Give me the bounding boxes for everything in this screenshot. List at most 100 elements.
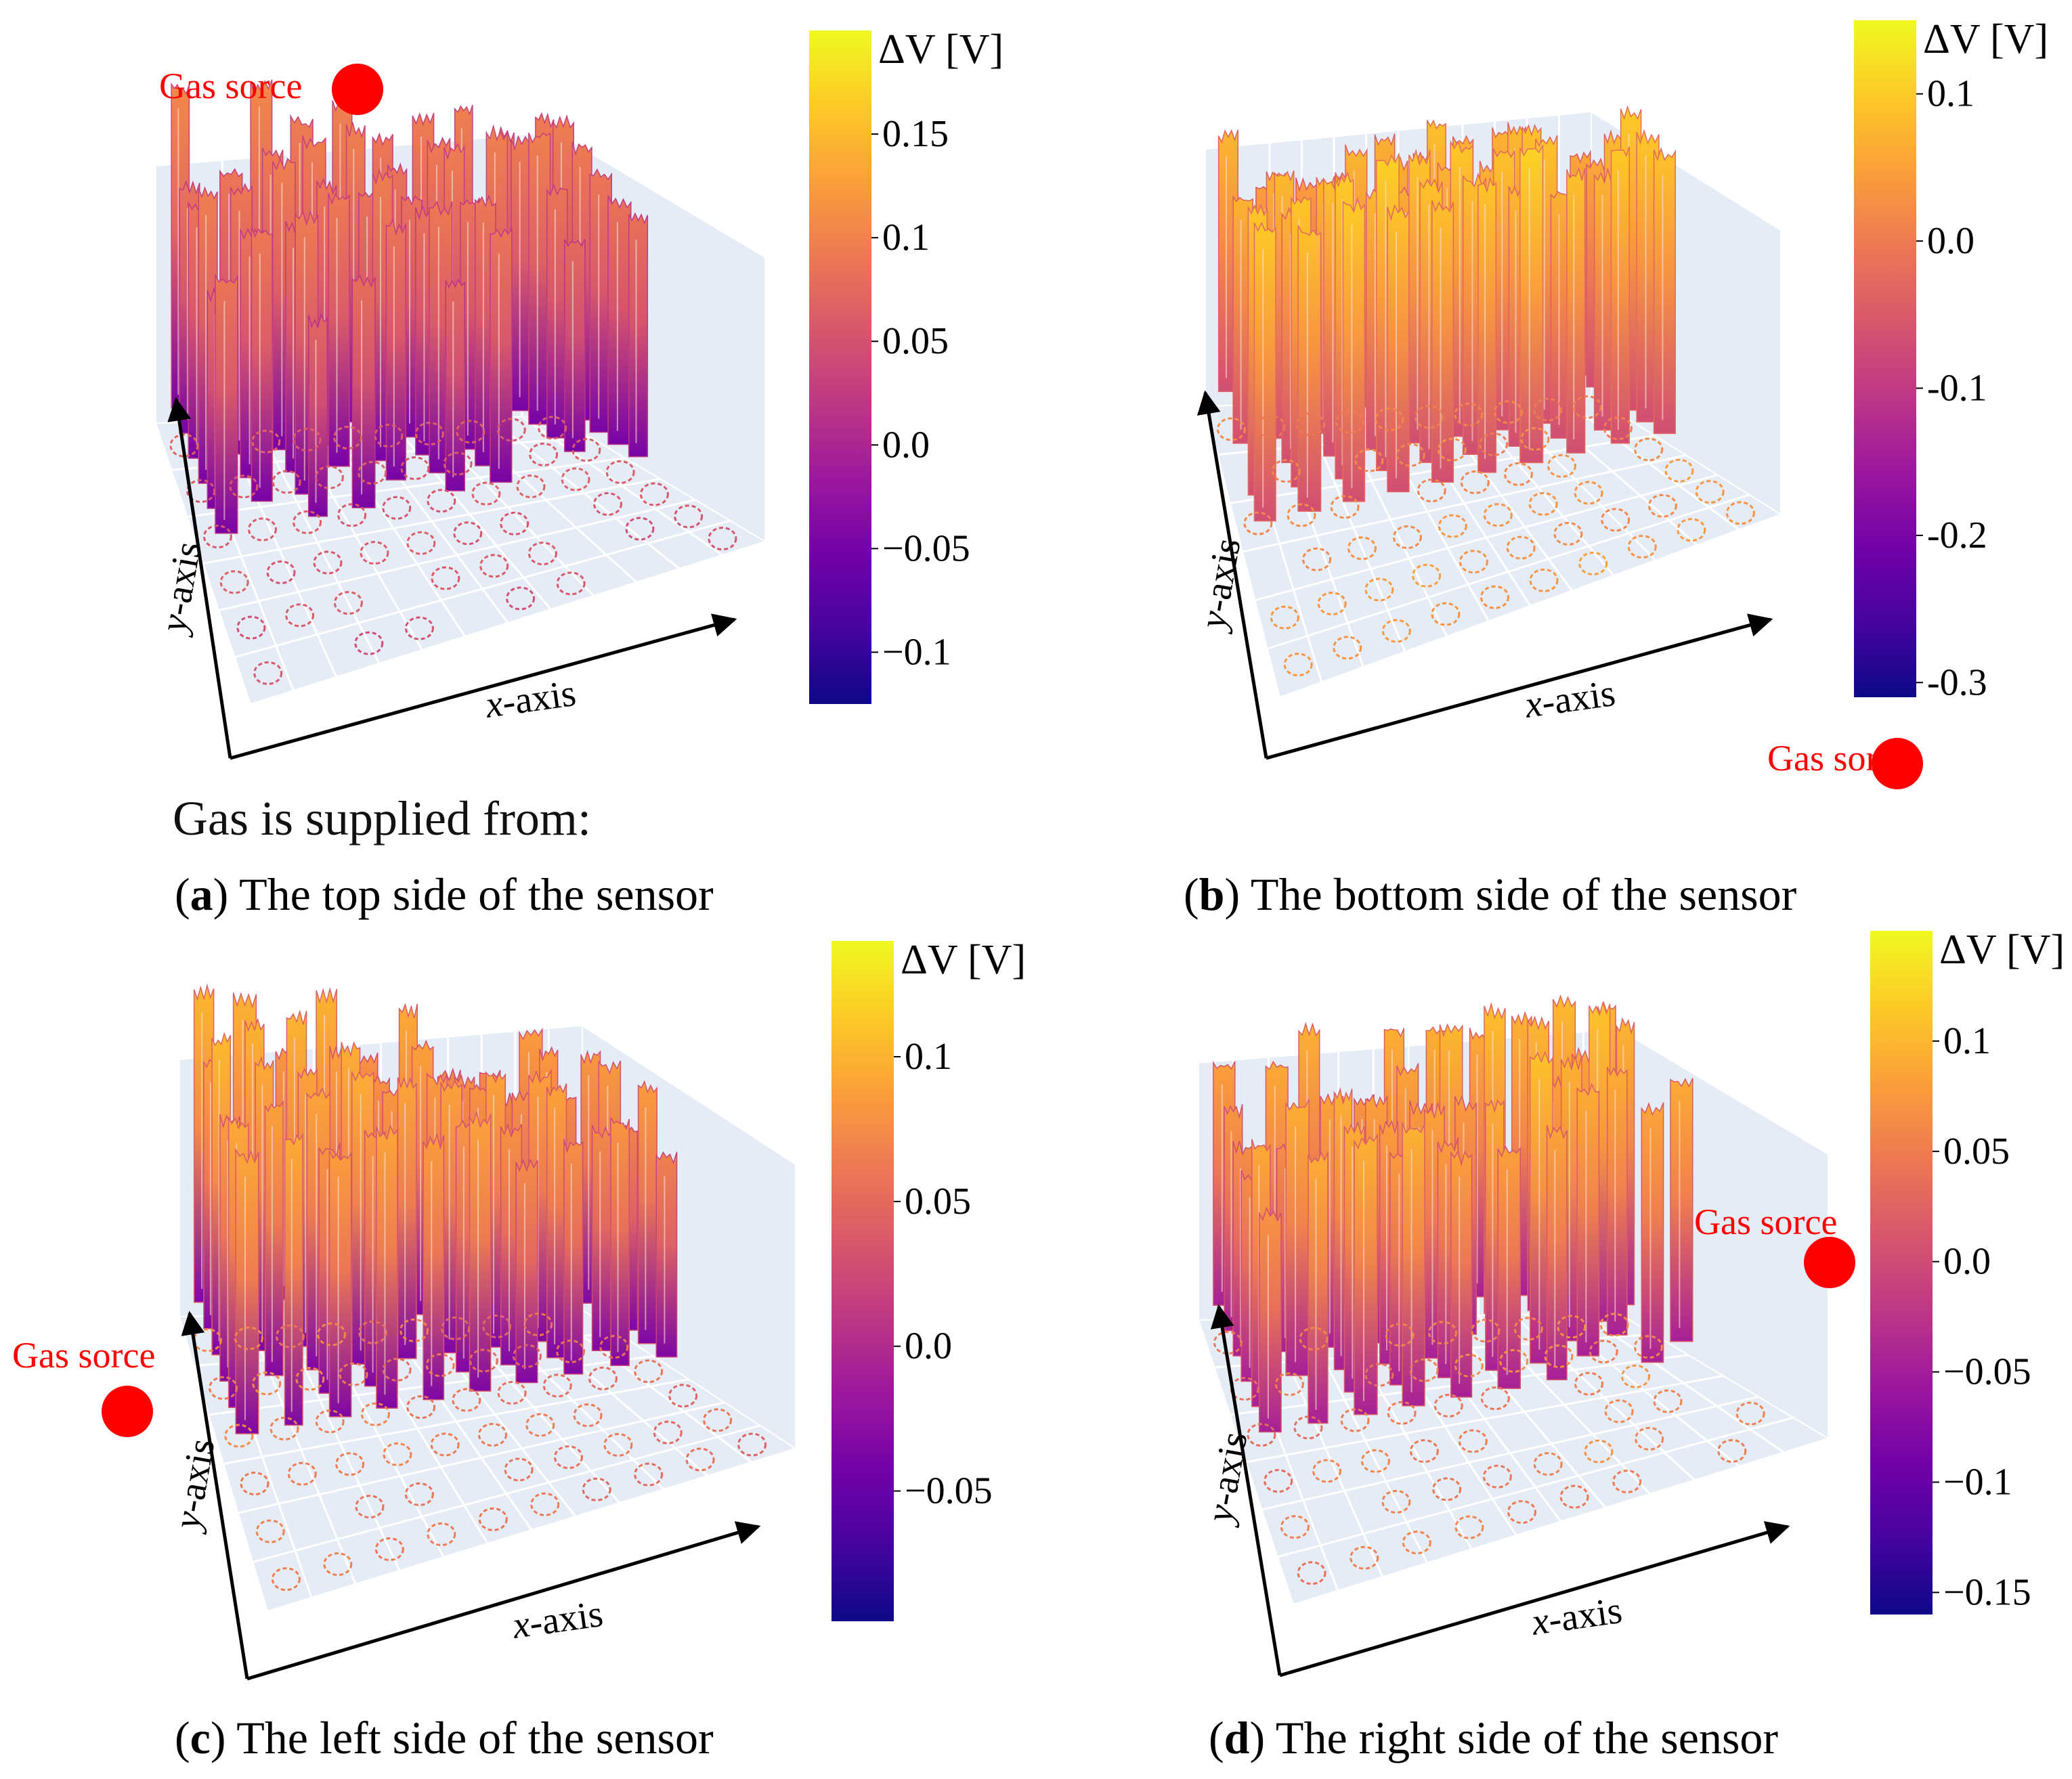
caption-c: (c) The left side of the sensor xyxy=(175,1712,714,1763)
spike xyxy=(264,1099,284,1376)
colorbar-gradient xyxy=(1854,20,1916,697)
gas-source-label: Gas sorce xyxy=(1694,1202,1837,1242)
gas-source-label: Gas sorce xyxy=(12,1335,155,1376)
spike xyxy=(423,1133,445,1401)
colorbar: ΔV [V] 0.1 0.0 -0.1 -0.2 -0.3 xyxy=(1854,16,2048,703)
colorbar-tick-label: −0.05 xyxy=(1943,1351,2031,1393)
spike xyxy=(563,1139,584,1375)
caption-a: (a) The top side of the sensor xyxy=(175,869,714,920)
spike xyxy=(445,278,465,491)
intro-text: Gas is supplied from: xyxy=(173,791,591,845)
surface-spikes xyxy=(1217,105,1676,522)
spike xyxy=(1285,1099,1310,1376)
caption-text: The right side of the sensor xyxy=(1275,1712,1779,1763)
spike xyxy=(628,212,649,458)
y-axis-arrow xyxy=(1196,390,1268,759)
spike xyxy=(1610,146,1630,444)
colorbar-tick-label: -0.2 xyxy=(1927,514,1987,556)
surface-spikes xyxy=(171,79,649,534)
spike xyxy=(1477,177,1497,473)
spike xyxy=(515,1158,538,1384)
spike xyxy=(655,1151,678,1358)
x-axis-label: x-axis xyxy=(509,1593,605,1647)
spike xyxy=(307,313,328,517)
x-axis-arrow xyxy=(246,1521,761,1681)
gas-source-marker: Gas sorce xyxy=(1767,738,1923,789)
colorbar-label: ΔV [V] xyxy=(1923,16,2048,62)
spike xyxy=(1450,1150,1473,1398)
y-axis-label: y-axis xyxy=(1198,1429,1255,1529)
colorbar-gradient xyxy=(1870,931,1933,1615)
colorbar-tick-label: 0.1 xyxy=(882,217,930,259)
spike xyxy=(1354,1133,1378,1415)
colorbar-tick-label: −0.1 xyxy=(882,631,951,673)
colorbar-tick-label: −0.1 xyxy=(1943,1462,2012,1503)
spike xyxy=(591,1124,613,1352)
spike xyxy=(251,226,273,502)
colorbar-tick-label: -0.3 xyxy=(1927,661,1987,703)
spike xyxy=(235,1147,259,1434)
spike xyxy=(564,239,586,452)
spike xyxy=(328,1150,352,1418)
surface-spikes xyxy=(193,983,678,1434)
spike xyxy=(610,1117,630,1366)
spike xyxy=(376,1124,398,1409)
gas-source-label: Gas sorce xyxy=(159,66,302,106)
spike xyxy=(1653,147,1676,435)
panel-a: x-axis y-axis ΔV [V] 0.15 0.1 0.05 0.0 −0.05 −0.… xyxy=(0,0,1036,880)
spike xyxy=(1342,197,1366,502)
colorbar-tick-label: 0.0 xyxy=(882,424,930,466)
colorbar-tick-label: 0.15 xyxy=(882,113,949,155)
x-axis-label: x-axis xyxy=(482,672,578,726)
x-axis-arrow xyxy=(1279,1521,1790,1677)
caption-letter: a xyxy=(190,869,213,920)
spike xyxy=(351,274,376,508)
spike xyxy=(1258,1206,1282,1433)
spike xyxy=(1297,225,1322,512)
spike xyxy=(397,1077,417,1359)
axis-arrows xyxy=(181,1311,761,1681)
floor-contours xyxy=(192,1312,767,1591)
colorbar: ΔV [V] 0.15 0.1 0.05 0.0 −0.05 −0.1 xyxy=(809,26,1003,704)
spike xyxy=(490,227,513,483)
caption-text: The left side of the sensor xyxy=(236,1712,714,1763)
floor-contours xyxy=(1216,395,1755,677)
gas-source-marker: Gas sorce xyxy=(159,64,383,115)
colorbar-tick-label: 0.1 xyxy=(1927,73,1974,115)
axis-arrows xyxy=(1196,390,1773,760)
colorbar-tick-label: 0.05 xyxy=(905,1181,971,1223)
colorbar-tick-label: 0.1 xyxy=(1943,1020,1991,1062)
caption-letter: c xyxy=(190,1712,211,1763)
colorbar-tick-label: 0.0 xyxy=(905,1325,952,1367)
y-axis-arrow xyxy=(181,1311,249,1679)
x-axis-label: x-axis xyxy=(1521,672,1618,726)
caption-letter: d xyxy=(1224,1712,1250,1763)
spike xyxy=(1431,200,1454,483)
floor-contours xyxy=(1213,1313,1765,1585)
caption-d: (d) The right side of the sensor xyxy=(1209,1712,1779,1763)
colorbar-label: ΔV [V] xyxy=(1939,927,2065,973)
colorbar-tick-label: 0.0 xyxy=(1943,1241,1991,1283)
spike xyxy=(637,1080,657,1344)
colorbar-tick-label: −0.15 xyxy=(1943,1571,2031,1613)
y-axis-arrow xyxy=(167,397,232,759)
gas-source-marker: Gas sorce xyxy=(12,1335,155,1437)
spike xyxy=(1308,1151,1329,1424)
spike xyxy=(1519,145,1544,464)
caption-letter: b xyxy=(1199,869,1225,920)
colorbar-tick-label: 0.05 xyxy=(1943,1130,2010,1172)
colorbar-tick-label: −0.05 xyxy=(905,1470,993,1512)
y-axis-label: y-axis xyxy=(152,539,209,638)
caption-b: (b) The bottom side of the sensor xyxy=(1184,869,1797,920)
plot-svg: x-axis y-axis ΔV [V] 0.1 0.05 0.0 −0.05 Gas sor… xyxy=(12,937,1026,1681)
spike xyxy=(215,273,238,534)
spike xyxy=(1566,167,1586,454)
panel-b: x-axis y-axis ΔV [V] 0.1 0.0 -0.1 -0.2 -0.3 Gas … xyxy=(1036,0,2072,880)
colorbar-tick-label: −0.05 xyxy=(882,527,970,569)
axis-arrows xyxy=(167,397,737,760)
spike xyxy=(1641,1102,1664,1363)
gas-source-marker: Gas sorce xyxy=(1694,1202,1855,1288)
spike xyxy=(284,1133,303,1426)
